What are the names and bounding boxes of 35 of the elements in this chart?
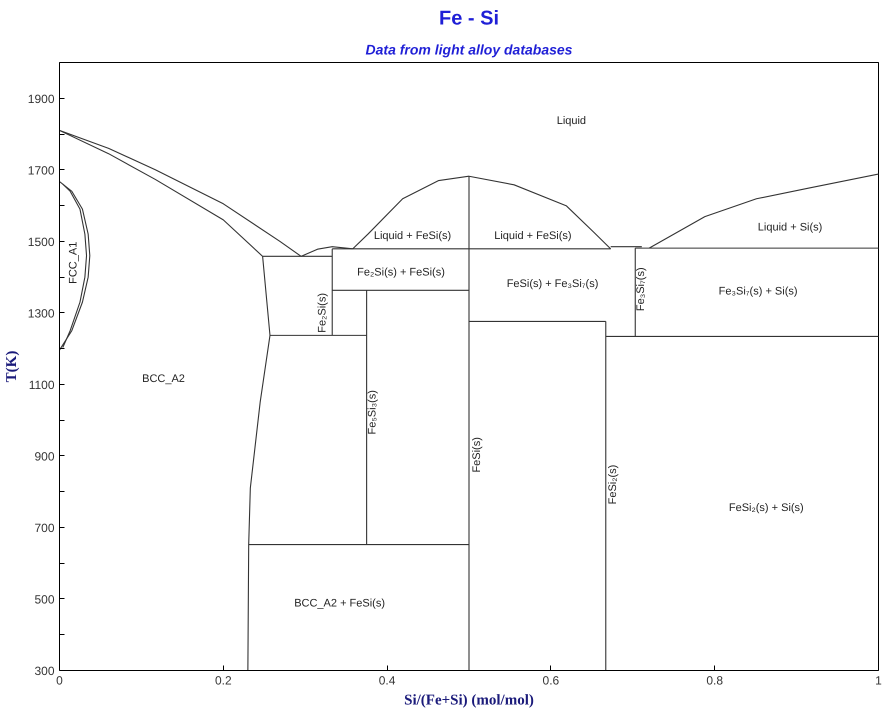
annotation: Fe₂Si(s) + FeSi(s) <box>357 266 445 278</box>
x-tick-label: 1 <box>875 674 882 688</box>
annotation: Liquid + FeSi(s) <box>374 230 452 242</box>
annotation: Fe₃Si₇(s) <box>634 267 647 312</box>
chart-title: Fe - Si <box>438 8 500 30</box>
y-tick-label: 1700 <box>28 163 55 178</box>
y-tick-label: 1900 <box>28 92 55 106</box>
x-tick-label: 0.2 <box>214 674 232 688</box>
annotation: Fe₅Si₃(s) <box>366 390 378 434</box>
annotation: Fe₃Si₇(s) + Si(s) <box>718 285 798 298</box>
y-tick-label: 1100 <box>28 378 55 392</box>
annotation: FeSi₂(s) + Si(s) <box>728 502 804 514</box>
y-tick-label: 1300 <box>28 306 55 320</box>
x-axis-title: Si/(Fe+Si) (mol/mol) <box>404 692 534 708</box>
y-tick-label: 300 <box>34 664 55 678</box>
annotation: Fe₂Si(s) <box>316 292 328 333</box>
chart-subtitle: Data from light alloy databases <box>366 42 573 58</box>
y-tick-label: 1500 <box>28 234 55 249</box>
x-tick-label: 0.6 <box>542 674 560 688</box>
x-tick-label: 0.8 <box>706 674 724 688</box>
annotation: FeSi(s) <box>471 437 484 473</box>
annotation: BCC_A2 + FeSi(s) <box>294 597 385 610</box>
y-tick-label: 500 <box>34 592 55 606</box>
x-tick-label: 0 <box>56 674 64 688</box>
annotation: BCC_A2 <box>142 373 185 386</box>
annotation: Liquid + Si(s) <box>758 221 822 234</box>
y-tick-label: 700 <box>34 520 55 535</box>
annotation: FeSi₂(s) <box>607 464 620 504</box>
y-axis-title: T(K) <box>4 350 20 382</box>
annotation: Liquid <box>556 114 586 127</box>
annotation: FeSi(s) + Fe₃Si₇(s) <box>506 278 598 290</box>
y-tick-label: 900 <box>34 449 55 464</box>
x-tick-label: 0.4 <box>378 674 396 688</box>
annotation: FCC_A1 <box>67 242 80 284</box>
annotation: Liquid + FeSi(s) <box>494 230 572 242</box>
